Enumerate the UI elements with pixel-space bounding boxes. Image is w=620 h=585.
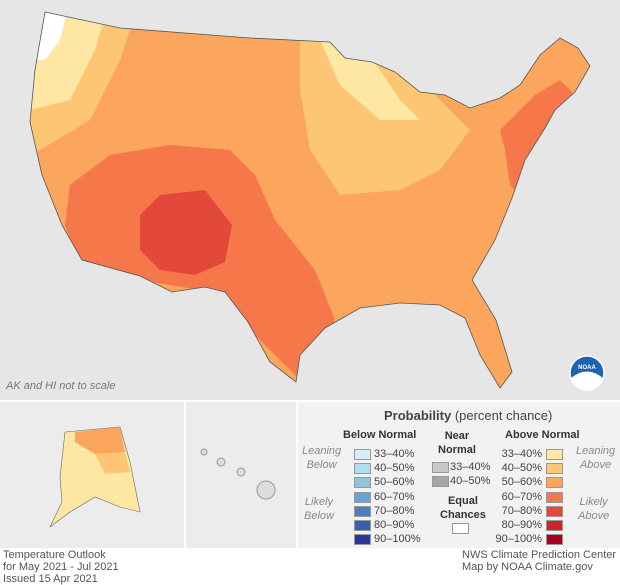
below-swatch <box>354 491 371 503</box>
above-label: 70–80% <box>501 504 542 517</box>
above-normal-heading: Above Normal <box>505 429 580 441</box>
equal-chances-heading: Equal Chances <box>440 495 486 521</box>
near-label: 33–40% <box>450 461 491 473</box>
above-label: 80–90% <box>501 519 542 531</box>
above-swatch <box>546 477 563 489</box>
alaska-inset <box>0 402 184 548</box>
conus-map-svg: NOAA <box>29 11 605 391</box>
above-swatch <box>546 491 563 503</box>
above-swatch <box>546 463 563 475</box>
below-label: 70–80% <box>374 504 415 517</box>
above-swatch <box>546 520 563 531</box>
hawaii-inset <box>186 402 296 548</box>
below-label: 90–100% <box>374 533 421 546</box>
below-label: 33–40% <box>374 448 415 460</box>
below-normal-heading: Below Normal <box>343 429 417 441</box>
footer-left: Temperature Outlook for May 2021 - Jul 20… <box>3 549 119 585</box>
near-swatch <box>432 462 449 473</box>
legend: Probability (percent chance) Below Norma… <box>298 402 620 548</box>
above-swatch <box>546 449 563 460</box>
zone-70-80 <box>140 190 232 275</box>
below-swatch <box>354 505 371 517</box>
scale-note: AK and HI not to scale <box>6 380 116 392</box>
below-swatch <box>354 477 371 489</box>
conus-map: NOAA AK and HI not to scale <box>0 0 620 400</box>
below-label: 80–90% <box>374 519 415 531</box>
equal-chances-swatch <box>452 523 469 534</box>
below-swatch <box>354 534 371 546</box>
near-label: 40–50% <box>450 475 491 488</box>
above-swatch <box>546 534 563 546</box>
legend-title: Probability (percent chance) <box>384 408 553 423</box>
below-label: 40–50% <box>374 462 415 475</box>
above-label: 50–60% <box>501 476 542 489</box>
above-swatch <box>546 505 563 517</box>
above-label: 33–40% <box>501 448 542 460</box>
noaa-logo: NOAA <box>569 355 605 391</box>
above-label: 40–50% <box>501 462 542 475</box>
zone-33-40 <box>30 12 420 120</box>
below-label: 50–60% <box>374 476 415 489</box>
below-swatch <box>354 520 371 531</box>
zone-60-70 <box>65 80 580 380</box>
near-normal-heading: Near Normal <box>438 430 476 456</box>
svg-text:NOAA: NOAA <box>578 365 596 371</box>
footer-right: NWS Climate Prediction Center Map by NOAA… <box>462 549 617 573</box>
above-label: 90–100% <box>495 533 543 546</box>
below-label: 60–70% <box>374 490 415 503</box>
near-swatch <box>432 476 449 488</box>
below-swatch <box>354 449 371 460</box>
above-label: 60–70% <box>501 490 542 503</box>
below-swatch <box>354 463 371 475</box>
